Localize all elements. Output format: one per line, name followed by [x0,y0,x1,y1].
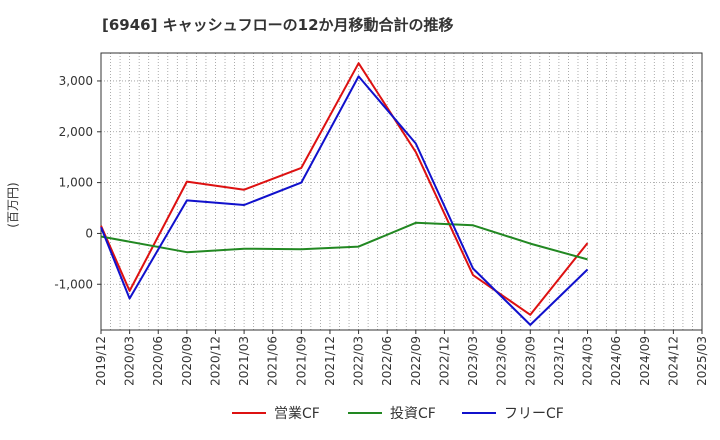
x-tick-label: 2024/09 [638,336,652,386]
series-line-3 [100,75,589,326]
series-line-1 [100,62,589,316]
x-tick-label: 2023/03 [466,336,480,386]
y-tick-label: 3,000 [59,74,93,88]
x-tick-label: 2020/03 [123,336,137,386]
y-tick-label: 1,000 [59,176,93,190]
x-tick-label: 2022/03 [352,336,366,386]
x-tick-label: 2022/09 [409,336,423,386]
x-tick-label: 2020/06 [151,336,165,386]
x-tick-label: 2022/12 [437,336,451,386]
chart-title: [6946] キャッシュフローの12か月移動合計の推移 [102,16,454,34]
x-tick-label: 2021/12 [323,336,337,386]
x-tick-label: 2024/12 [666,336,680,386]
y-tick-label: 0 [85,226,93,240]
x-tick-label: 2021/09 [294,336,308,386]
y-tick-label: 2,000 [59,125,93,139]
x-tick-label: 2023/12 [552,336,566,386]
x-tick-label: 2021/06 [266,336,280,386]
legend-label-3: フリーCF [504,406,564,422]
plot-border [100,52,703,331]
x-tick-label: 2023/09 [523,336,537,386]
plot-area [101,53,702,330]
x-tick-label: 2025/03 [695,336,709,386]
x-tick-label: 2023/06 [495,336,509,386]
x-tick-label: 2020/12 [208,336,222,386]
x-tick-label: 2024/06 [609,336,623,386]
legend-label-1: 営業CF [274,406,320,422]
x-tick-label: 2022/06 [380,336,394,386]
series-line-2 [100,221,588,261]
legend-label-2: 投資CF [390,406,436,422]
x-tick-label: 2020/09 [180,336,194,386]
y-axis-label: (百万円) [6,182,20,227]
x-tick-label: 2019/12 [94,336,108,386]
y-tick-label: -1,000 [54,277,93,291]
x-tick-label: 2021/03 [237,336,251,386]
x-tick-label: 2024/03 [581,336,595,386]
